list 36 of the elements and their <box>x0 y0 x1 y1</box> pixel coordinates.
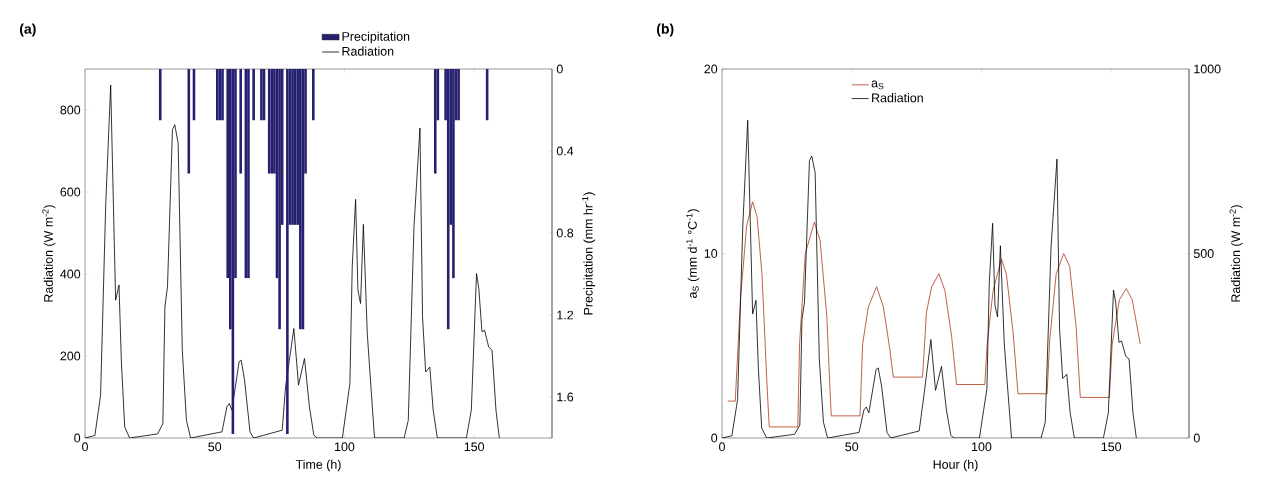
y-tick-label: 0 <box>711 433 718 443</box>
x-tick-label: 100 <box>972 442 992 452</box>
y-tick-label: 200 <box>60 351 81 361</box>
legend-label: Precipitation <box>342 31 410 44</box>
y2-axis-title: Radiation (W m$^{-2}$) <box>1229 205 1243 302</box>
y2-tick-label: 500 <box>1193 249 1214 258</box>
x-tick-label: 0 <box>719 442 725 452</box>
y2-tick-label: 0.4 <box>556 146 574 156</box>
y-tick-label: 0 <box>74 433 81 443</box>
x-tick-label: 150 <box>464 442 485 452</box>
x-tick-label: 100 <box>335 442 355 452</box>
y2-tick-label: 1000 <box>1194 64 1221 74</box>
chart-title: (a) <box>19 23 36 37</box>
y2-tick-label: 0 <box>556 64 563 74</box>
x-tick-label: 0 <box>82 442 88 452</box>
legend-label: Radiation <box>872 93 923 103</box>
x-tick-label: 150 <box>1101 442 1122 452</box>
y-axis-title: a$_{S}$ (mm d$^{-1}$ °C$^{-1}$) <box>686 209 700 298</box>
legend-label: Radiation <box>342 46 394 56</box>
legend-label: a$_{S}$ <box>871 80 884 90</box>
y2-axis-title: Precipitation (mm hr$^{-1}$) <box>582 192 596 315</box>
y-tick-label: 800 <box>60 105 81 115</box>
x-tick-label: 50 <box>845 442 859 452</box>
x-tick-label: 50 <box>208 442 222 452</box>
y-tick-label: 10 <box>704 249 718 258</box>
y2-tick-label: 0.8 <box>556 228 574 238</box>
x-axis-title: Time (h) <box>295 459 341 472</box>
y-axis-title: Radiation (W m$^{-2}$) <box>42 205 56 302</box>
y-tick-label: 20 <box>704 64 718 74</box>
y-tick-label: 600 <box>60 187 81 197</box>
y2-tick-label: 1.2 <box>557 310 574 320</box>
x-axis-title: Hour (h) <box>933 459 978 472</box>
y-tick-label: 400 <box>60 269 81 279</box>
chart-title: (b) <box>657 23 674 37</box>
y2-tick-label: 0 <box>1193 433 1200 443</box>
y2-tick-label: 1.6 <box>557 392 574 402</box>
